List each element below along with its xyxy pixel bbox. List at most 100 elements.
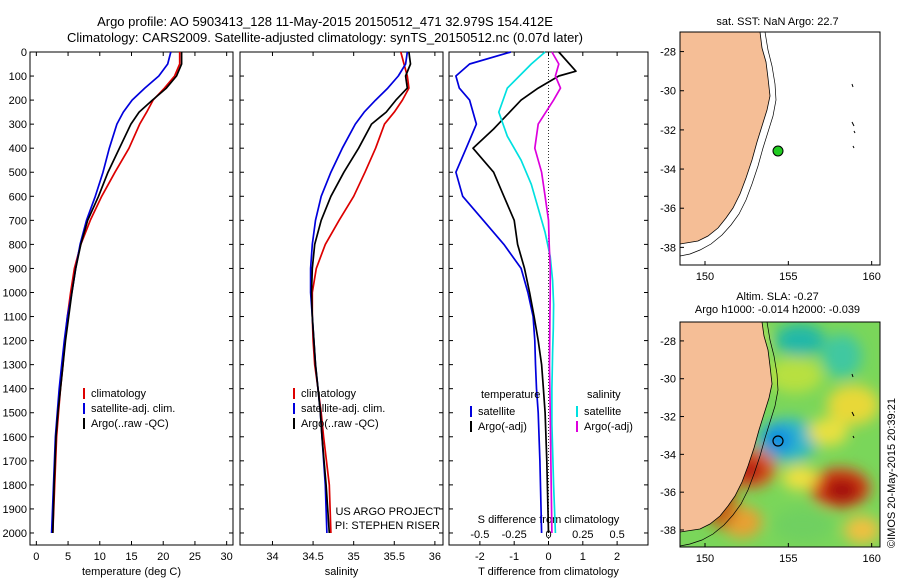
x-tick-label: 20	[157, 551, 169, 563]
x-axis-label: temperature (deg C)	[82, 566, 181, 578]
sst-map-float-marker	[772, 145, 784, 157]
y-tick-label: 300	[9, 119, 27, 131]
sla-map-frame	[679, 321, 881, 548]
sla-map-title-1: Altim. SLA: -0.27	[736, 291, 819, 303]
sst-map-title: sat. SST: NaN Argo: 22.7	[716, 16, 839, 28]
map-y-tick-label: -32	[660, 412, 676, 424]
sla-map-island	[851, 373, 855, 439]
x-tick-label: 30	[221, 551, 233, 563]
sst-map-frame	[679, 31, 881, 266]
x-tick-label: 25	[189, 551, 201, 563]
sla-map-field	[680, 322, 880, 547]
sst-map-land	[680, 32, 771, 245]
top-scale-tick-label: 0.5	[609, 529, 624, 541]
y-tick-label: 1800	[3, 480, 27, 492]
top-scale-tick-label: -0.25	[502, 529, 527, 541]
header-line-1: Argo profile: AO 5903413_128 11-May-2015…	[97, 14, 553, 29]
series-line	[51, 52, 183, 534]
x-tick-label: -2	[475, 551, 485, 563]
map-y-tick-label: -36	[660, 203, 676, 215]
salinity-profile-chart: 34 34.5 35 35.5 36 salinity climatology satelli…	[239, 51, 444, 578]
y-tick-label: 1400	[3, 384, 27, 396]
map-x-tick-label: 155	[779, 553, 797, 565]
x-axis-label: salinity	[325, 566, 359, 578]
x-tick-label: -1	[509, 551, 519, 563]
top-scale-tick-label: 0	[545, 529, 551, 541]
top-scale-tick-label: 0.25	[572, 529, 593, 541]
y-tick-label: 1000	[3, 287, 27, 299]
legend-label: Argo(..raw -QC)	[301, 418, 379, 430]
legend-label: satellite-adj. clim.	[301, 403, 385, 415]
y-tick-label: 2000	[3, 528, 27, 540]
temperature-profile-chart: 0 5 10 15 20 25 30 temperature (deg C) 0 100 200 30…	[3, 47, 234, 578]
legend-label: Argo(-adj)	[478, 421, 527, 433]
sst-map-axes: 150 155 160 -28 -30 -32 -34 -36 -38	[660, 47, 881, 283]
legend-label: satellite-adj. clim.	[91, 403, 175, 415]
x-tick-label: 34	[266, 551, 278, 563]
sla-map-title-2: Argo h1000: -0.014 h2000: -0.039	[694, 304, 861, 316]
y-tick-label: 1300	[3, 360, 27, 372]
y-tick-label: 1700	[3, 456, 27, 468]
sla-map-axes: 150 155 160 -28 -30 -32 -34 -36 -38	[660, 336, 881, 565]
y-tick-label: 400	[9, 143, 27, 155]
y-tick-label: 200	[9, 95, 27, 107]
map-y-tick-label: -30	[660, 374, 676, 386]
project-note-line-1: US ARGO PROJECT	[335, 506, 440, 518]
x-tick-label: 0	[33, 551, 39, 563]
y-tick-label: 1900	[3, 504, 27, 516]
map-y-tick-label: -32	[660, 125, 676, 137]
map-y-tick-label: -38	[660, 242, 676, 254]
y-tick-label: 0	[21, 47, 27, 59]
difference-profile-chart: -2 -1 0 1 2 T difference from climatology -0.5…	[448, 51, 649, 578]
legend-group-title: temperature	[481, 389, 540, 401]
y-tick-label: 1600	[3, 432, 27, 444]
series-line	[455, 51, 543, 534]
x-axis-label: T difference from climatology	[478, 566, 619, 578]
x-tick-label: 35.5	[384, 551, 405, 563]
plot-frame	[29, 51, 234, 546]
top-scale-tick-label: -0.5	[470, 529, 489, 541]
map-y-tick-label: -34	[660, 164, 676, 176]
map-y-tick-label: -28	[660, 336, 676, 348]
project-note-line-2: PI: STEPHEN RISER	[335, 520, 440, 532]
series-line	[50, 51, 172, 534]
header-line-2: Climatology: CARS2009. Satellite-adjuste…	[67, 30, 583, 45]
y-tick-label: 900	[9, 263, 27, 275]
y-tick-label: 700	[9, 215, 27, 227]
legend-group-title: salinity	[587, 389, 621, 401]
plot-frame	[239, 51, 444, 546]
y-tick-label: 1500	[3, 408, 27, 420]
x-tick-label: 36	[429, 551, 441, 563]
sst-map-shelf-contour	[680, 32, 777, 257]
series-line	[310, 51, 412, 534]
legend-label: Argo(..raw -QC)	[91, 418, 169, 430]
map-x-tick-label: 150	[696, 271, 714, 283]
map-y-tick-label: -34	[660, 449, 676, 461]
x-tick-label: 34.5	[302, 551, 323, 563]
y-tick-label: 1200	[3, 336, 27, 348]
map-y-tick-label: -36	[660, 487, 676, 499]
sla-map-float-marker	[772, 435, 784, 447]
map-y-tick-label: -28	[660, 47, 676, 59]
x-tick-label: 10	[94, 551, 106, 563]
sst-map-island	[851, 83, 856, 149]
sla-map: 150 155 160 -28 -30 -32 -34 -36 -38	[660, 321, 881, 565]
sla-map-shelf-contour	[680, 322, 779, 547]
x-tick-label: 15	[125, 551, 137, 563]
y-tick-label: 600	[9, 191, 27, 203]
x-tick-label: 1	[580, 551, 586, 563]
y-tick-label: 500	[9, 167, 27, 179]
legend-label: satellite	[584, 406, 621, 418]
legend-label: climatology	[301, 388, 357, 400]
sla-map-land	[680, 322, 773, 533]
x-tick-label: 35	[348, 551, 360, 563]
map-x-tick-label: 160	[862, 553, 880, 565]
y-tick-label: 100	[9, 71, 27, 83]
map-y-tick-label: -38	[660, 525, 676, 537]
series-line	[533, 51, 562, 534]
map-x-tick-label: 150	[696, 553, 714, 565]
x-tick-label: 0	[545, 551, 551, 563]
x-tick-label: 5	[65, 551, 71, 563]
y-tick-label: 800	[9, 239, 27, 251]
